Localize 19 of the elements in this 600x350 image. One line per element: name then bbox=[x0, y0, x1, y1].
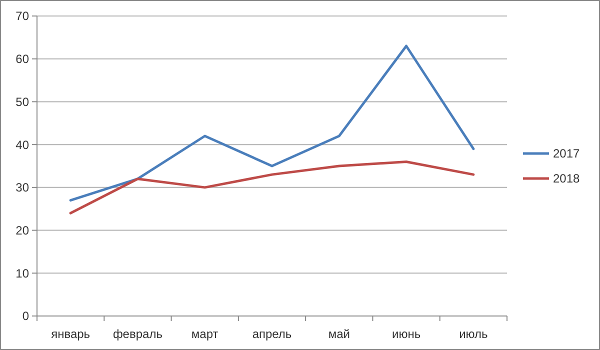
y-tick-label: 40 bbox=[16, 138, 30, 152]
legend-label: 2018 bbox=[553, 172, 580, 186]
y-tick-label: 60 bbox=[16, 52, 30, 66]
x-tick-label: июль bbox=[459, 327, 488, 341]
y-tick-label: 10 bbox=[16, 266, 30, 280]
y-tick-label: 70 bbox=[16, 9, 30, 24]
x-tick-label: февраль bbox=[112, 327, 162, 341]
x-tick-label: июнь bbox=[392, 327, 421, 341]
x-tick-label: январь bbox=[51, 327, 90, 341]
legend-label: 2017 bbox=[553, 146, 580, 161]
y-tick-label: 20 bbox=[16, 223, 30, 238]
x-tick-label: май bbox=[328, 327, 350, 341]
y-tick-label: 0 bbox=[22, 309, 30, 324]
line-series bbox=[69, 160, 475, 214]
line-series bbox=[69, 44, 475, 202]
y-tick-label: 50 bbox=[16, 94, 30, 109]
x-tick-label: апрель bbox=[252, 327, 292, 341]
x-tick-label: март bbox=[191, 327, 219, 341]
y-tick-label: 30 bbox=[16, 180, 30, 195]
